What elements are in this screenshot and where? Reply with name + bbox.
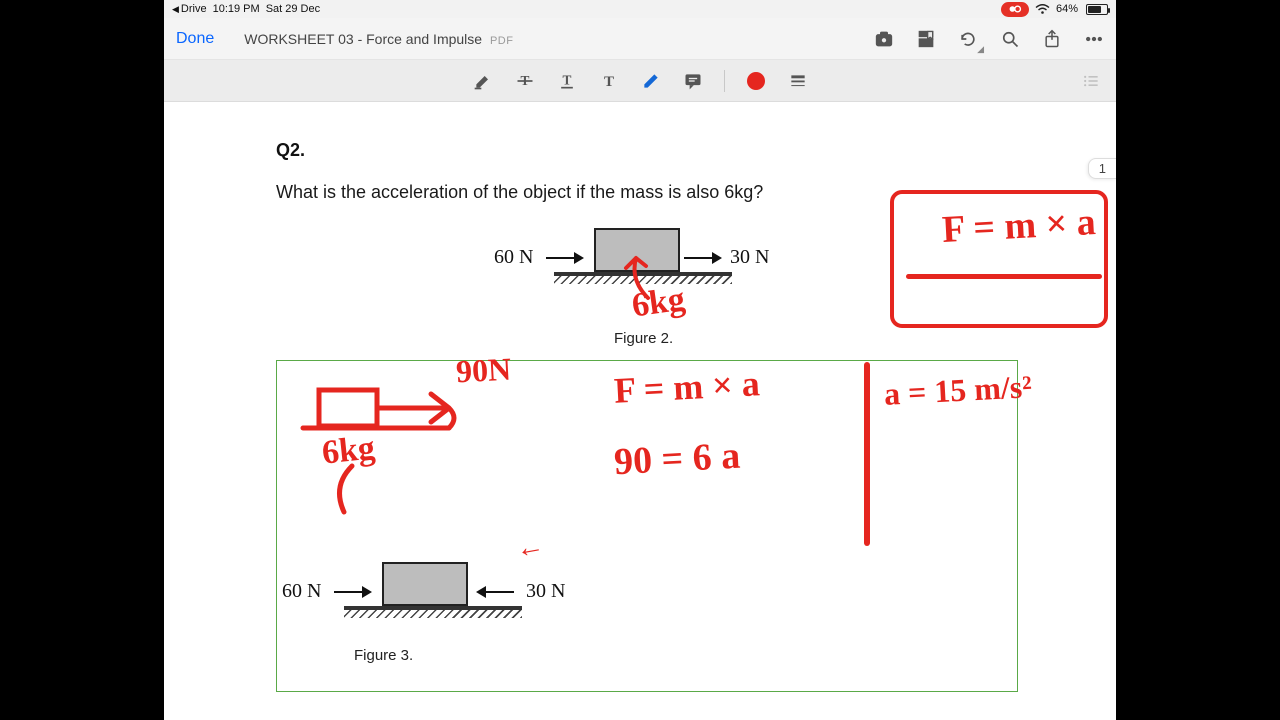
hand-ninety: 90N xyxy=(455,351,512,391)
screen-record-indicator[interactable] xyxy=(1001,2,1029,17)
annotation-toolbar: T T T xyxy=(164,60,1116,102)
hand-formula-underline xyxy=(906,274,1102,279)
toolbar-divider xyxy=(724,70,725,92)
fig3-block xyxy=(382,562,468,606)
svg-text:T: T xyxy=(603,74,613,90)
status-date: Sat 29 Dec xyxy=(266,3,320,15)
fig3-hatches xyxy=(344,610,522,618)
fig2-arrow-left xyxy=(546,257,582,259)
hand-formula: F = m × a xyxy=(941,200,1097,252)
more-icon[interactable] xyxy=(1084,29,1104,49)
status-right: 64% xyxy=(1001,2,1108,17)
doc-type-tag: PDF xyxy=(490,35,514,47)
page-number-badge: 1 xyxy=(1088,158,1116,179)
top-nav: Done WORKSHEET 03 - Force and Impulse PD… xyxy=(164,18,1116,60)
camera-icon[interactable] xyxy=(874,29,894,49)
done-button[interactable]: Done xyxy=(176,30,214,48)
text-tool[interactable]: T xyxy=(598,70,620,92)
color-picker[interactable] xyxy=(745,70,767,92)
battery-percent: 64% xyxy=(1056,3,1078,15)
outline-toggle[interactable] xyxy=(1080,70,1102,92)
search-icon[interactable] xyxy=(1000,29,1020,49)
pen-tool[interactable] xyxy=(640,70,662,92)
nav-icons: ◢ xyxy=(874,29,1104,49)
battery-icon xyxy=(1084,4,1108,15)
hand-mass-arrow xyxy=(612,252,672,302)
highlighter-tool[interactable] xyxy=(472,70,494,92)
app-frame: Drive 10:19 PM Sat 29 Dec 64% Done WORKS… xyxy=(164,0,1116,720)
svg-text:T: T xyxy=(562,72,571,87)
question-text: What is the acceleration of the object i… xyxy=(276,182,763,203)
status-left: Drive 10:19 PM Sat 29 Dec xyxy=(172,3,320,15)
fig3-arrow-right xyxy=(478,591,514,593)
underline-tool[interactable]: T xyxy=(556,70,578,92)
status-time: 10:19 PM xyxy=(213,3,260,15)
fig3-arrow-left xyxy=(334,591,370,593)
bookmark-icon[interactable] xyxy=(916,29,936,49)
hand-eq1: F = m × a xyxy=(613,362,761,412)
back-to-app[interactable]: Drive xyxy=(172,3,207,15)
fig2-force-right: 30 N xyxy=(730,246,769,269)
fig3-force-right: 30 N xyxy=(526,580,565,603)
fig2-arrow-right xyxy=(684,257,720,259)
undo-icon[interactable]: ◢ xyxy=(958,29,978,49)
note-tool[interactable] xyxy=(682,70,704,92)
hand-answer: a = 15 m/s² xyxy=(883,368,1033,413)
wifi-icon xyxy=(1035,4,1050,15)
hand-eq2: 90 = 6 a xyxy=(613,434,741,485)
question-heading: Q2. xyxy=(276,140,305,161)
fig3-caption: Figure 3. xyxy=(354,647,413,664)
hand-mass2-tail xyxy=(322,462,382,522)
document-title: WORKSHEET 03 - Force and Impulse PDF xyxy=(244,31,513,47)
fig2-force-left: 60 N xyxy=(494,246,533,269)
stroke-width-tool[interactable] xyxy=(787,70,809,92)
strikethrough-tool[interactable]: T xyxy=(514,70,536,92)
fig2-caption: Figure 2. xyxy=(614,330,673,347)
document-area[interactable]: 1 Q2. What is the acceleration of the ob… xyxy=(164,102,1116,720)
hand-little-arrow: ← xyxy=(513,530,546,566)
share-icon[interactable] xyxy=(1042,29,1062,49)
fig3-force-left: 60 N xyxy=(282,580,321,603)
hand-divider xyxy=(864,362,870,546)
doc-title-label: WORKSHEET 03 - Force and Impulse xyxy=(244,31,482,47)
status-bar: Drive 10:19 PM Sat 29 Dec 64% xyxy=(164,0,1116,18)
